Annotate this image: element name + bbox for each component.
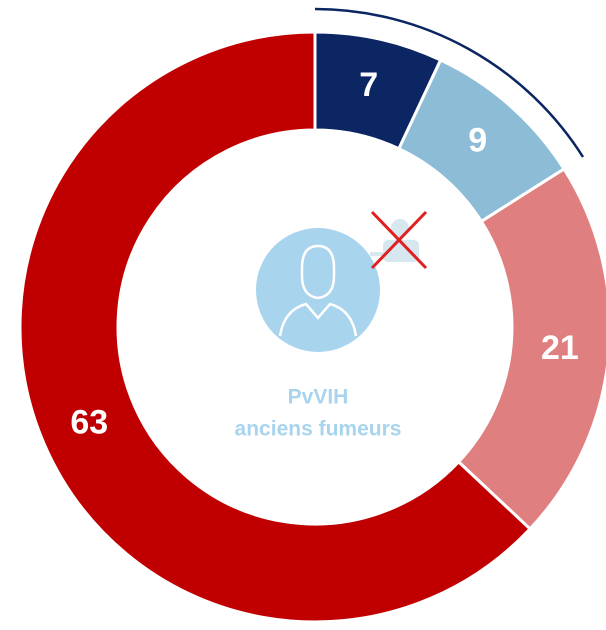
slice [18, 30, 533, 624]
value-label: 9 [468, 121, 487, 159]
bracket-arc [314, 7, 585, 158]
person-icon [256, 228, 380, 352]
center-subtitle: anciens fumeurs [235, 418, 402, 441]
value-label: 21 [541, 329, 579, 367]
value-label: 7 [359, 66, 378, 104]
center-title: PvVIH [288, 386, 349, 409]
slice [456, 166, 606, 532]
slices [18, 30, 606, 624]
crossed-icon [370, 210, 428, 270]
value-label: 63 [70, 404, 108, 442]
